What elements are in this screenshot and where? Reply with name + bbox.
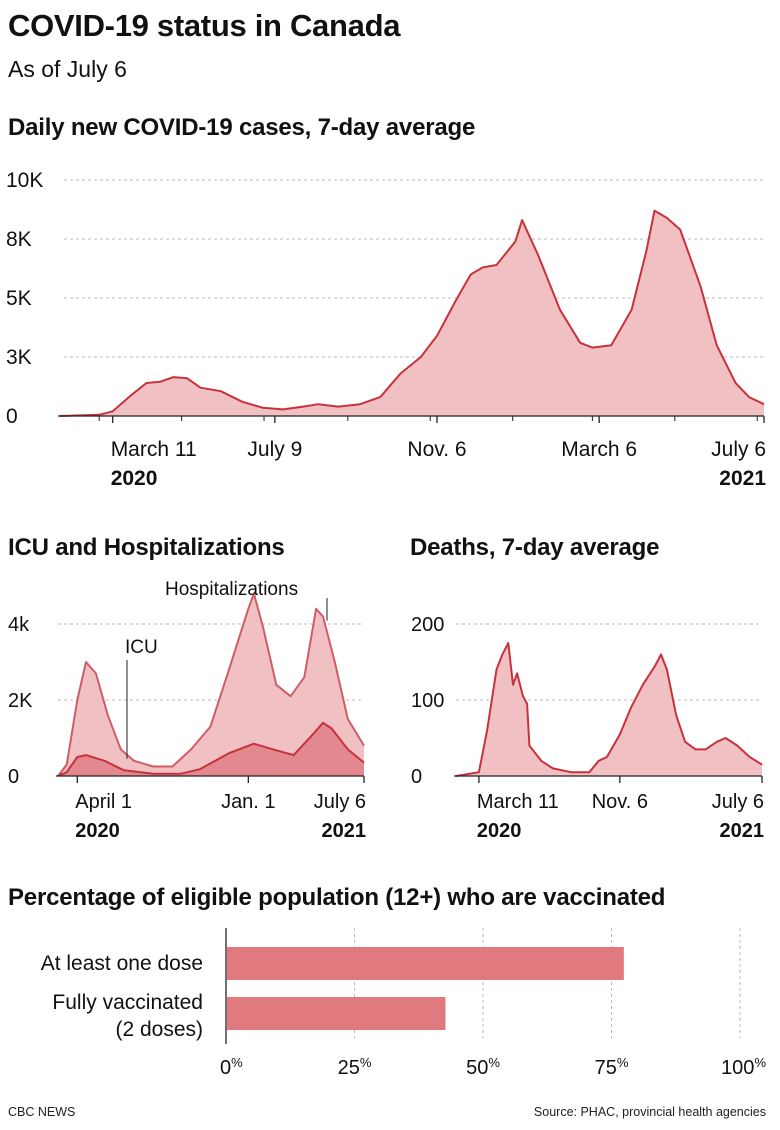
- x-tick-label: March 11: [477, 791, 559, 813]
- x-tick-label: July 6: [712, 791, 764, 813]
- hospitalizations-line: [57, 592, 365, 777]
- series-area: [456, 643, 762, 776]
- icu-area: [58, 722, 364, 776]
- vaccination-chart: 0% 25% 50% 75% 100% At least one dose Fully va…: [41, 928, 766, 1079]
- x-tick-label: 25%: [338, 1055, 372, 1079]
- x-year-label: 2020: [111, 467, 158, 490]
- category-label: Fully vaccinated: [52, 991, 203, 1014]
- y-tick-label: 3K: [6, 346, 32, 369]
- hospitalizations-area: [58, 593, 364, 776]
- credit-label: CBC NEWS: [8, 1105, 76, 1119]
- x-tick-label: 100%: [721, 1055, 766, 1079]
- source-label: Source: PHAC, provincial health agencies: [533, 1105, 766, 1119]
- x-tick-label: 75%: [595, 1055, 629, 1079]
- y-tick-label: 0: [6, 405, 18, 428]
- vaccination-chart-title: Percentage of eligible population (12+) …: [8, 884, 666, 911]
- y-tick-label: 10K: [6, 169, 43, 192]
- series-line: [455, 642, 763, 777]
- y-tick-label: 2K: [8, 690, 33, 712]
- x-year-label: 2021: [720, 820, 765, 842]
- cases-chart-title: Daily new COVID-19 cases, 7-day average: [8, 114, 476, 141]
- y-tick-label: 5K: [6, 287, 32, 310]
- series-line: [59, 209, 765, 417]
- x-tick-label: Nov. 6: [592, 791, 648, 813]
- series-area: [60, 210, 764, 416]
- y-tick-label: 4k: [8, 614, 30, 636]
- deaths-chart-title: Deaths, 7-day average: [410, 534, 660, 561]
- y-tick-label: 200: [411, 614, 444, 636]
- x-year-label: 2021: [719, 467, 766, 490]
- cases-chart: 0 3K 5K 8K 10K March 11 2020 July 9 Nov. 6 March …: [6, 169, 766, 490]
- x-tick-label: March 11: [111, 438, 197, 461]
- x-year-label: 2020: [75, 820, 120, 842]
- x-tick-label: 50%: [466, 1055, 500, 1079]
- bar: [227, 947, 624, 980]
- x-tick-label: Jan. 1: [221, 791, 275, 813]
- x-tick-label: 0%: [220, 1055, 243, 1079]
- x-tick-label: July 6: [711, 438, 766, 461]
- x-tick-label: Nov. 6: [407, 438, 466, 461]
- hospital-chart-title: ICU and Hospitalizations: [8, 534, 285, 561]
- hospitalizations-chart: 0 2K 4k April 1 2020 Jan. 1 July 6 2021 Hospital…: [8, 579, 367, 842]
- y-tick-label: 0: [8, 766, 19, 788]
- category-label: At least one dose: [41, 952, 203, 975]
- x-year-label: 2020: [477, 820, 522, 842]
- x-tick-label: April 1: [75, 791, 132, 813]
- y-tick-label: 100: [411, 690, 444, 712]
- page-title: COVID-19 status in Canada: [8, 8, 401, 43]
- x-tick-label: March 6: [561, 438, 637, 461]
- category-label: (2 doses): [115, 1018, 203, 1041]
- bar: [227, 997, 446, 1030]
- hospitalizations-annotation-label: Hospitalizations: [165, 579, 298, 600]
- y-tick-label: 0: [411, 766, 422, 788]
- y-tick-label: 8K: [6, 228, 32, 251]
- deaths-chart: 0 100 200 March 11 2020 Nov. 6 July 6 2021: [411, 614, 765, 842]
- icu-annotation-label: ICU: [125, 637, 158, 658]
- icu-line: [57, 721, 365, 777]
- x-year-label: 2021: [322, 820, 367, 842]
- x-tick-label: July 9: [247, 438, 302, 461]
- page-subtitle: As of July 6: [8, 56, 127, 82]
- x-tick-label: July 6: [314, 791, 366, 813]
